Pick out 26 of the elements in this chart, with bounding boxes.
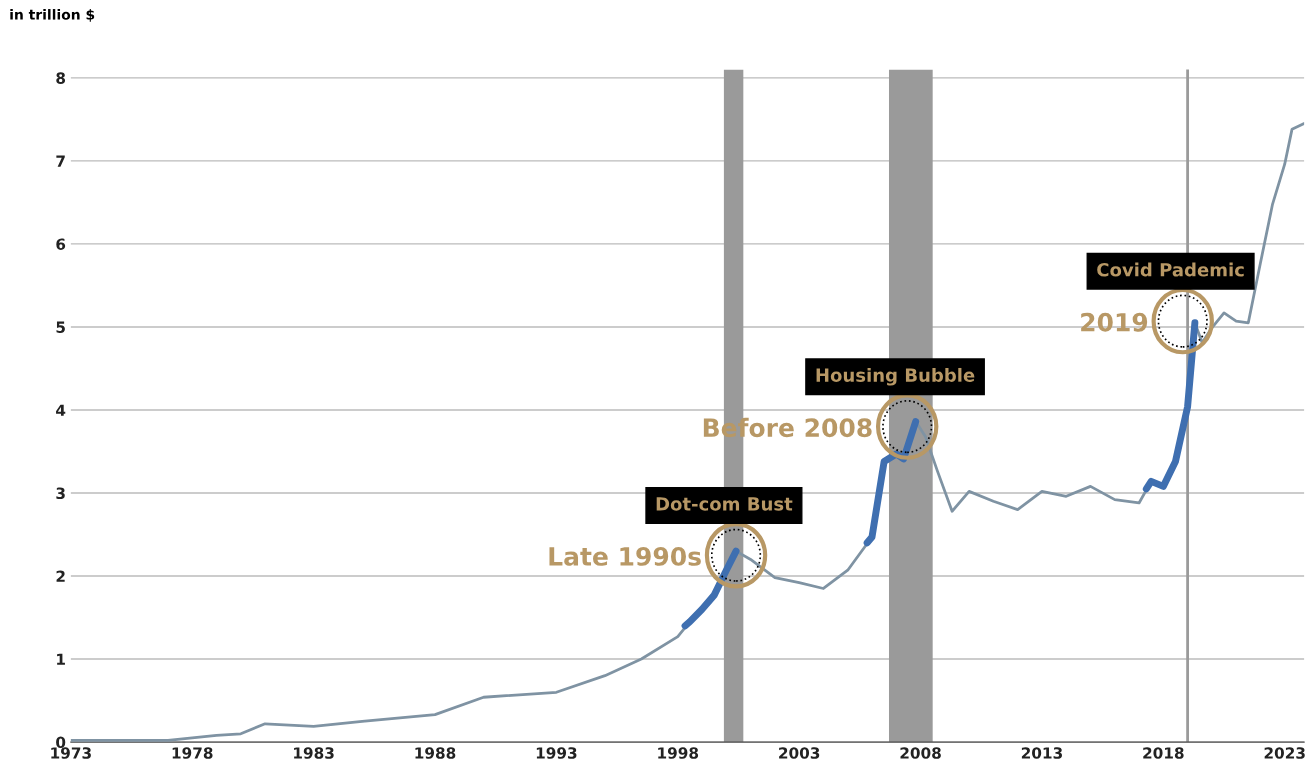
y-tick-label: 1	[57, 653, 65, 665]
x-tick-label: 2013	[1021, 747, 1062, 759]
y-tick-label: 0	[56, 736, 66, 749]
y-axis-title: in trillion $	[10, 9, 95, 22]
y-tick-label: 8	[56, 72, 66, 84]
annotation: 2019	[1081, 312, 1148, 332]
x-tick-label: 2003	[779, 747, 820, 759]
y-tick-label: 7	[56, 155, 65, 167]
y-tick-label: 4	[56, 404, 66, 416]
annotation: Dot-com Bust	[656, 497, 793, 511]
annotation: Housing Bubble	[816, 367, 975, 386]
x-tick-label: 2023	[1264, 747, 1305, 759]
annotation: Late 1990s	[549, 546, 701, 566]
x-tick-label: 2018	[1143, 747, 1184, 759]
x-tick-label: 1973	[51, 747, 91, 759]
y-tick-label: 6	[56, 238, 66, 250]
y-tick-label: 3	[56, 487, 65, 500]
x-tick-label: 1993	[536, 747, 577, 759]
annotation: Covid Pademic	[1097, 262, 1244, 277]
x-tick-label: 1983	[294, 747, 334, 759]
x-tick-label: 1998	[658, 747, 699, 759]
x-tick-label: 2008	[900, 747, 941, 759]
x-tick-label: 1988	[415, 747, 456, 759]
x-tick-label: 1978	[172, 747, 213, 759]
y-tick-label: 2	[56, 570, 65, 582]
y-tick-label: 5	[56, 321, 65, 333]
